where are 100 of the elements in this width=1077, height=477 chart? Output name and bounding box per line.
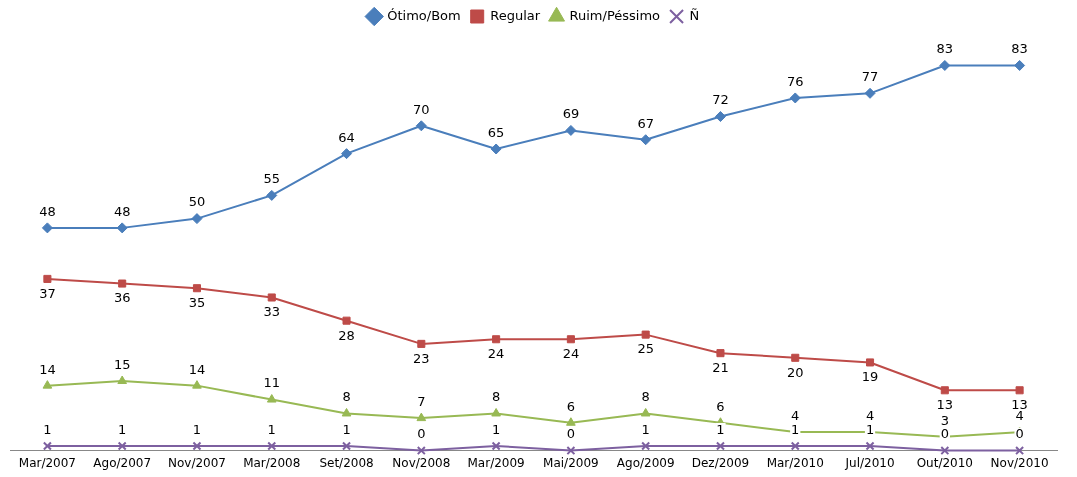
data-label: 25 xyxy=(637,341,654,357)
legend-label: Regular xyxy=(490,7,541,23)
data-label: 50 xyxy=(188,194,206,210)
data-label: 4 xyxy=(865,407,875,423)
point xyxy=(1014,59,1026,71)
data-label: 0 xyxy=(417,426,426,442)
x-tick-label: Nov/2007 xyxy=(167,455,226,470)
x-tick-label: Dez/2009 xyxy=(691,455,750,470)
point xyxy=(266,189,278,201)
point xyxy=(490,143,502,155)
data-label: 20 xyxy=(786,364,804,380)
point xyxy=(341,148,353,160)
point xyxy=(267,293,276,302)
point xyxy=(417,339,426,348)
data-label: 83 xyxy=(936,41,954,57)
point xyxy=(565,124,577,136)
point xyxy=(1015,446,1025,456)
data-label: 15 xyxy=(113,356,131,372)
x-tick-label: Set/2008 xyxy=(319,455,374,470)
data-label: 19 xyxy=(861,369,879,385)
point xyxy=(715,441,725,451)
x-tick-label: Mar/2008 xyxy=(243,455,301,470)
data-label: 7 xyxy=(417,393,426,409)
point xyxy=(789,92,801,104)
data-label: 77 xyxy=(861,69,879,85)
point xyxy=(492,335,501,344)
point xyxy=(342,441,352,451)
point xyxy=(192,380,202,389)
legend-label: Ótimo/Bom xyxy=(387,7,461,23)
point xyxy=(118,279,127,288)
x-tick-label: Ago/2009 xyxy=(616,455,675,470)
data-label: 11 xyxy=(263,375,281,391)
data-label: 24 xyxy=(562,346,580,362)
point xyxy=(342,316,351,325)
data-label: 21 xyxy=(712,360,729,376)
data-label: 36 xyxy=(113,290,131,306)
point xyxy=(117,375,128,384)
point xyxy=(416,412,427,422)
data-label: 23 xyxy=(413,350,430,366)
legend-label: Ruim/Péssimo xyxy=(569,7,661,23)
data-label: 65 xyxy=(487,124,505,140)
data-label: 8 xyxy=(342,389,351,405)
point xyxy=(41,222,53,234)
data-label: 0 xyxy=(566,426,576,442)
data-label: 8 xyxy=(641,389,650,405)
point xyxy=(716,349,725,358)
x-tick-label: Nov/2010 xyxy=(990,455,1049,470)
point xyxy=(939,59,951,71)
data-label: 1 xyxy=(791,421,800,437)
data-label: 1 xyxy=(491,421,501,437)
point xyxy=(866,358,875,367)
point xyxy=(491,441,501,451)
data-label: 69 xyxy=(562,106,580,122)
data-label: 1 xyxy=(43,421,52,437)
point xyxy=(191,213,203,225)
point xyxy=(940,386,949,395)
data-label: 33 xyxy=(263,304,281,320)
point xyxy=(864,87,876,99)
point xyxy=(1015,386,1024,395)
point xyxy=(790,441,800,451)
x-tick-label: Jul/2010 xyxy=(844,455,895,470)
data-label: 55 xyxy=(263,171,281,187)
data-label: 4 xyxy=(791,407,800,423)
point xyxy=(491,407,501,417)
data-label: 0 xyxy=(940,426,949,442)
data-label: 14 xyxy=(188,361,206,377)
point xyxy=(415,120,427,132)
data-label: 70 xyxy=(413,101,430,117)
point xyxy=(566,335,575,344)
data-label: 8 xyxy=(491,389,501,405)
point xyxy=(42,441,52,451)
x-tick-label: Ago/2007 xyxy=(93,455,152,470)
data-label: 6 xyxy=(716,398,725,414)
data-label: 14 xyxy=(39,361,56,377)
point xyxy=(192,441,202,451)
point xyxy=(566,446,576,456)
point xyxy=(117,441,127,451)
data-label: 1 xyxy=(267,421,276,437)
point xyxy=(714,111,726,123)
x-tick-label: Mar/2010 xyxy=(766,455,824,470)
point xyxy=(42,380,53,389)
point xyxy=(43,274,52,283)
data-label: 67 xyxy=(637,115,654,131)
x-tick-label: Nov/2008 xyxy=(392,455,451,470)
data-label: 1 xyxy=(342,421,351,437)
point xyxy=(865,441,875,451)
point xyxy=(192,284,201,293)
point xyxy=(640,134,652,146)
point xyxy=(641,330,650,339)
data-label: 48 xyxy=(39,203,56,219)
data-label: 0 xyxy=(1015,426,1024,442)
data-label: 35 xyxy=(188,295,206,311)
data-label: 24 xyxy=(487,346,505,362)
data-label: 76 xyxy=(786,73,804,89)
point xyxy=(416,446,426,456)
data-label: 48 xyxy=(113,203,131,219)
data-label: 13 xyxy=(936,397,954,413)
data-label: 72 xyxy=(712,92,729,108)
point xyxy=(641,441,651,451)
data-label: 83 xyxy=(1011,41,1028,57)
